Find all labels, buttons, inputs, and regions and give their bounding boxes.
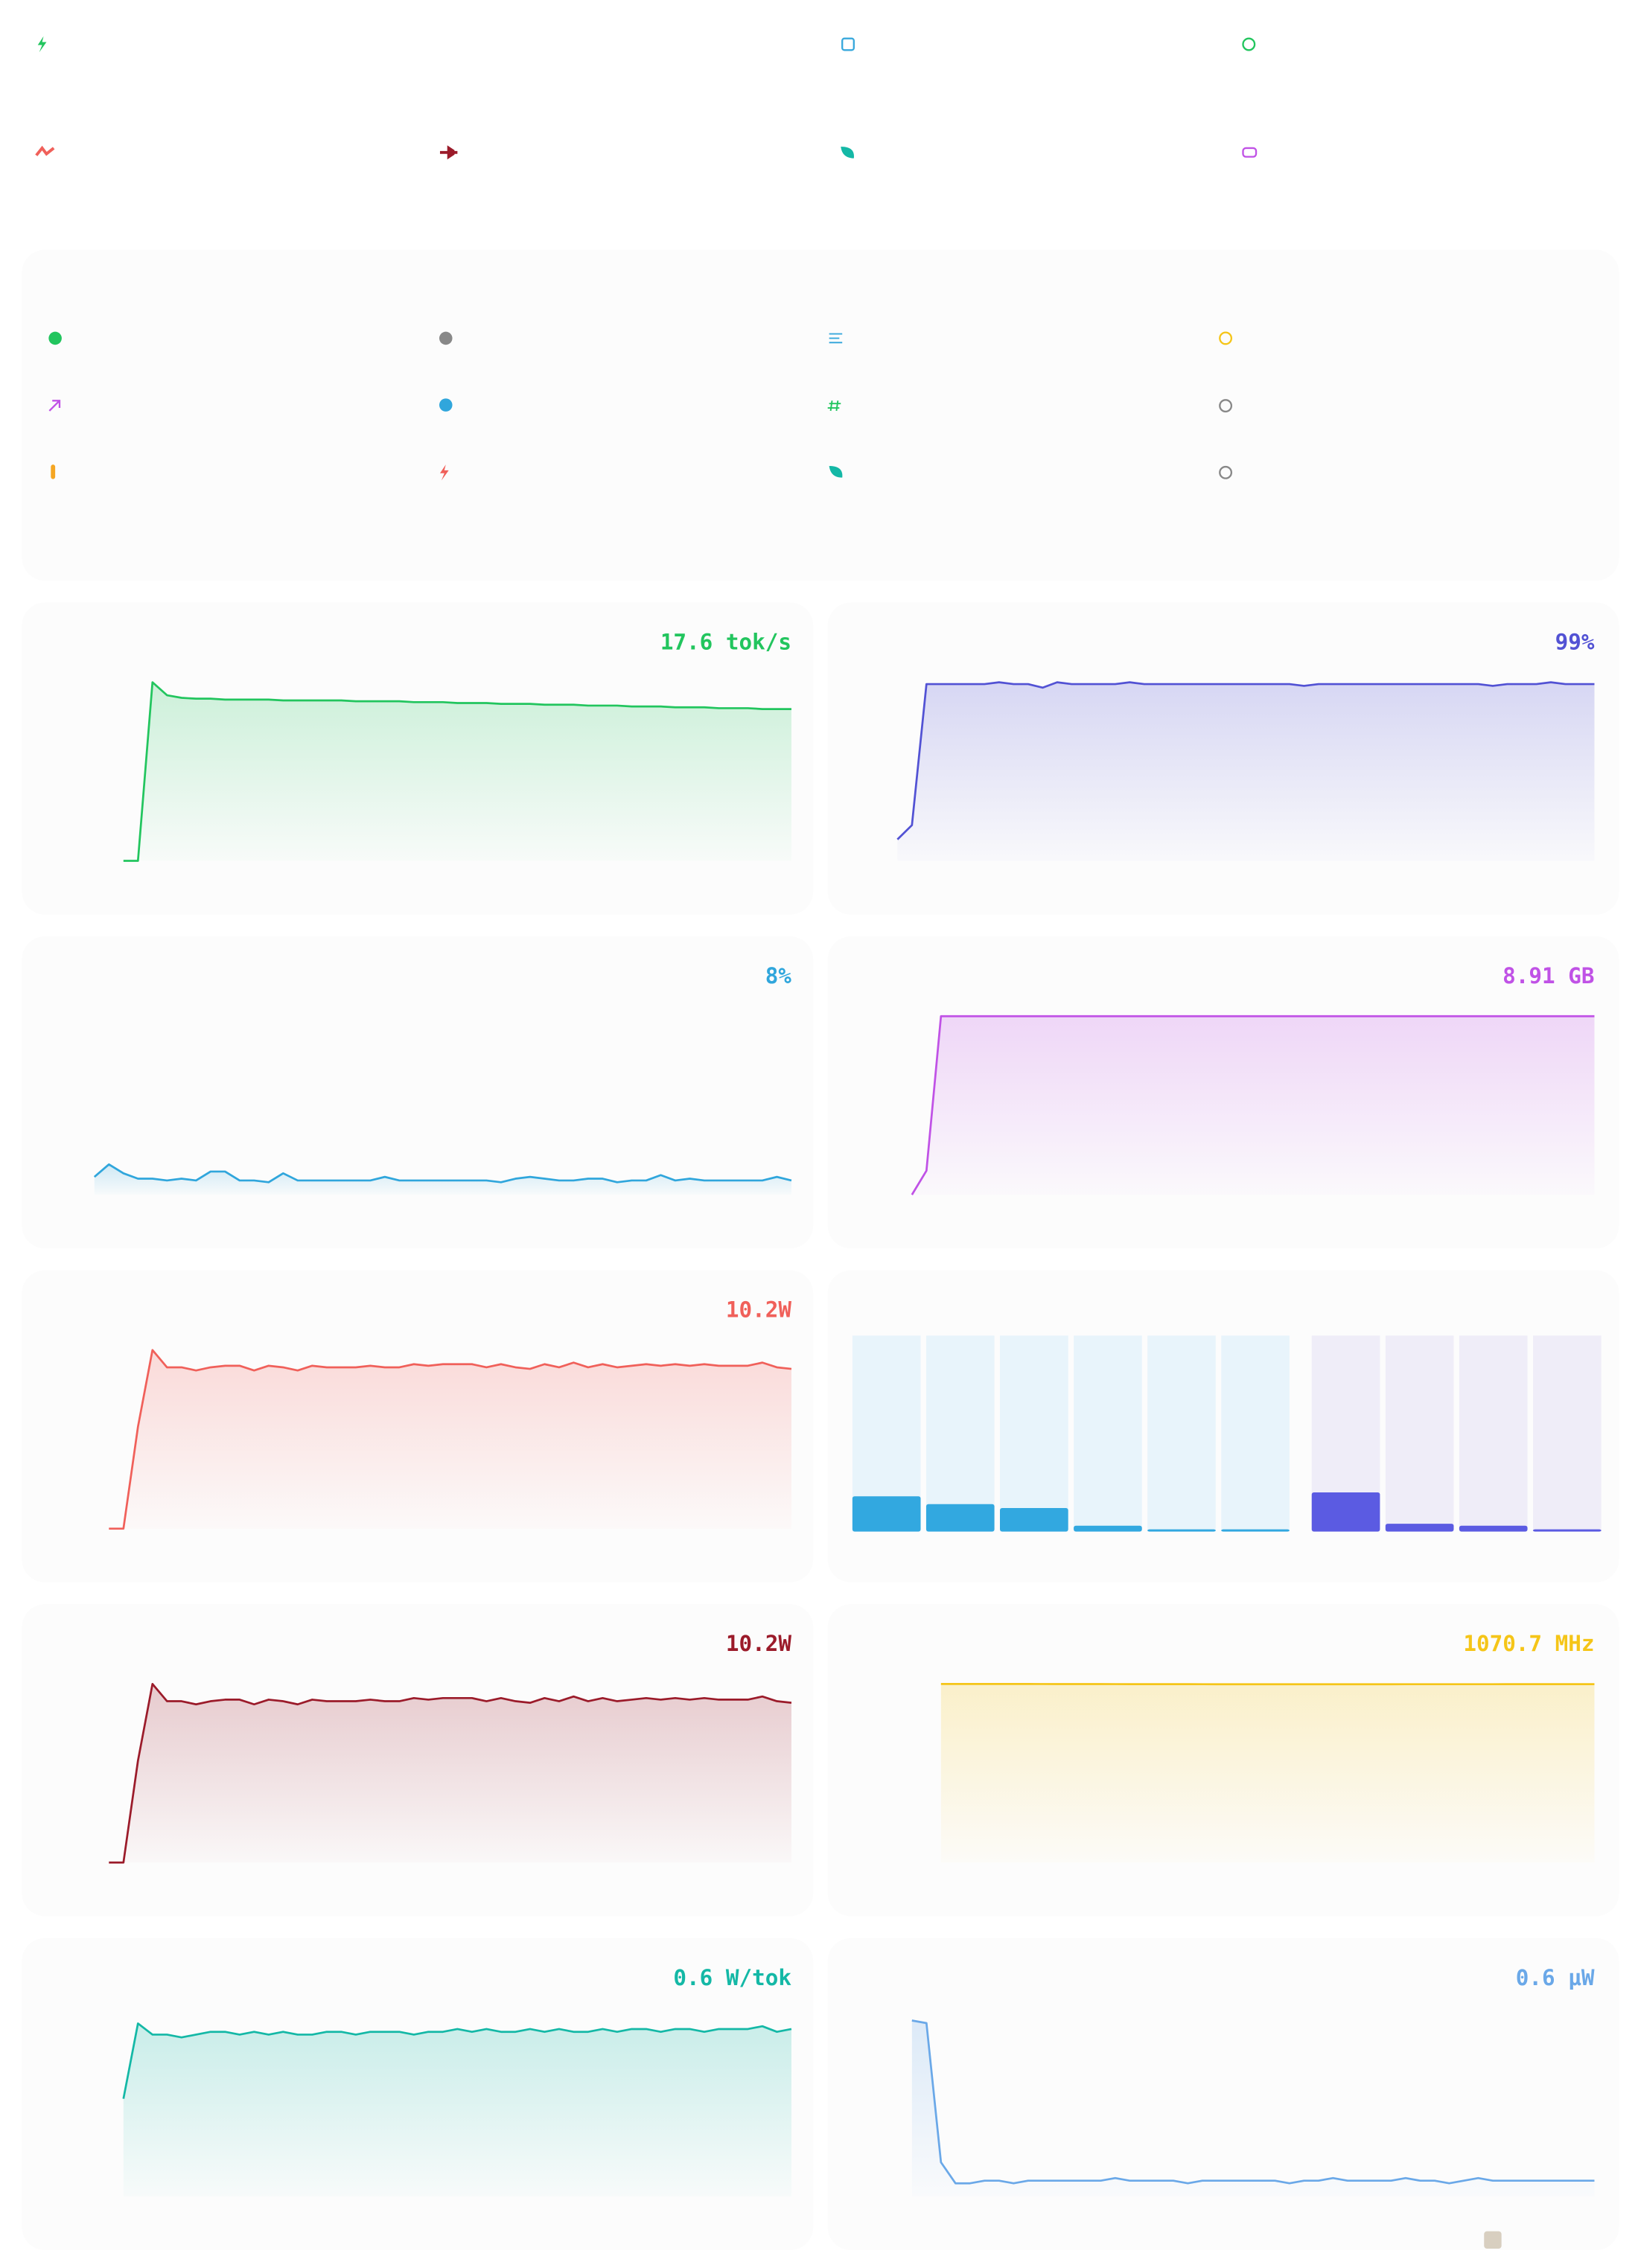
- bar: [1459, 1525, 1528, 1532]
- chart-card: 0.6 W/tok: [22, 1938, 814, 2251]
- area-fill: [109, 1684, 791, 1863]
- value-label: 8.91 GB: [1502, 963, 1594, 988]
- area-fill: [123, 682, 791, 861]
- header-icons: [35, 36, 1258, 160]
- stats-panel: [22, 249, 1619, 581]
- area-fill: [897, 682, 1595, 861]
- chart-card: 99%: [827, 602, 1619, 915]
- area-line: [109, 1349, 792, 1530]
- area-fill: [911, 1016, 1595, 1195]
- icon-bolt2: [439, 464, 449, 481]
- chart-card: 1070.7 MHz: [827, 1604, 1619, 1917]
- area-line: [911, 1015, 1595, 1195]
- chart-card: 17.6 tok/s: [22, 602, 814, 915]
- icon-arrow: [48, 400, 61, 412]
- bar-track: [1074, 1335, 1142, 1532]
- chart-card: [827, 1270, 1619, 1582]
- value-label: 1070.7 MHz: [1463, 1631, 1594, 1656]
- icon-leaf: [841, 146, 854, 159]
- area-fill: [123, 2023, 791, 2197]
- value-label: 99%: [1555, 629, 1595, 654]
- area-line: [123, 681, 791, 862]
- icon-globe: [1219, 465, 1233, 479]
- icon-bolt: [37, 36, 47, 53]
- icon-leaf2: [829, 466, 843, 478]
- card-bg: [827, 1938, 1619, 2251]
- icon-gauge: [1219, 331, 1233, 345]
- chart-card: 0.6 µW: [827, 1938, 1619, 2251]
- charts: 17.6 tok/s 99% 8% 8.91 GB 10.2W 10.2W 1070.7 M…: [22, 602, 1619, 2251]
- bar: [1074, 1525, 1142, 1532]
- bar: [1000, 1508, 1068, 1532]
- area-fill: [940, 1684, 1595, 1863]
- area-fill: [94, 1164, 791, 1195]
- icon-history: [1242, 37, 1256, 51]
- chart-card: 10.2W: [22, 1604, 814, 1917]
- area-fill: [109, 1349, 791, 1529]
- icon-timer: [1219, 399, 1233, 413]
- icon-wave: [35, 145, 55, 156]
- value-label: 0.6 µW: [1516, 1965, 1595, 1990]
- area-line: [122, 2022, 792, 2099]
- chart-card: 8.91 GB: [827, 936, 1619, 1249]
- bar-track: [1147, 1335, 1216, 1532]
- corner-icon: [1484, 2231, 1502, 2249]
- area-line: [93, 1163, 792, 1183]
- icon-forward: [439, 398, 453, 412]
- icon-text: [829, 333, 843, 344]
- bar-track: [1385, 1335, 1454, 1532]
- bar: [925, 1504, 995, 1532]
- area-line: [911, 2019, 1595, 2185]
- area-line: [896, 681, 1595, 840]
- icon-chip: [841, 37, 855, 51]
- bar-track: [1000, 1335, 1068, 1532]
- icon-hash: [827, 400, 841, 412]
- bar-track: [1532, 1335, 1602, 1532]
- bar: [1221, 1529, 1290, 1532]
- value-label: 17.6 tok/s: [660, 629, 791, 654]
- bar: [852, 1496, 921, 1532]
- bar: [1385, 1524, 1454, 1532]
- icon-thermo: [51, 464, 56, 479]
- bar: [1147, 1529, 1216, 1532]
- icon-check: [48, 331, 62, 345]
- value-label: 10.2W: [726, 1297, 791, 1323]
- bar-track: [925, 1335, 995, 1532]
- icon-plug: [439, 145, 458, 160]
- bar-track: [1459, 1335, 1528, 1532]
- bar: [1311, 1492, 1380, 1532]
- value-label: 0.6 W/tok: [673, 1965, 791, 1990]
- icon-download: [439, 331, 453, 345]
- bar-track: [1221, 1335, 1290, 1532]
- chart-card: 8%: [22, 936, 814, 1249]
- area-line: [109, 1683, 792, 1864]
- value-label: 8%: [765, 963, 792, 988]
- bar: [1532, 1529, 1602, 1532]
- stats-icons: [48, 331, 1233, 481]
- value-label: 10.2W: [726, 1631, 791, 1656]
- card-bg: [22, 936, 814, 1249]
- chart-card: 10.2W: [22, 1270, 814, 1582]
- icon-battery: [1242, 147, 1258, 158]
